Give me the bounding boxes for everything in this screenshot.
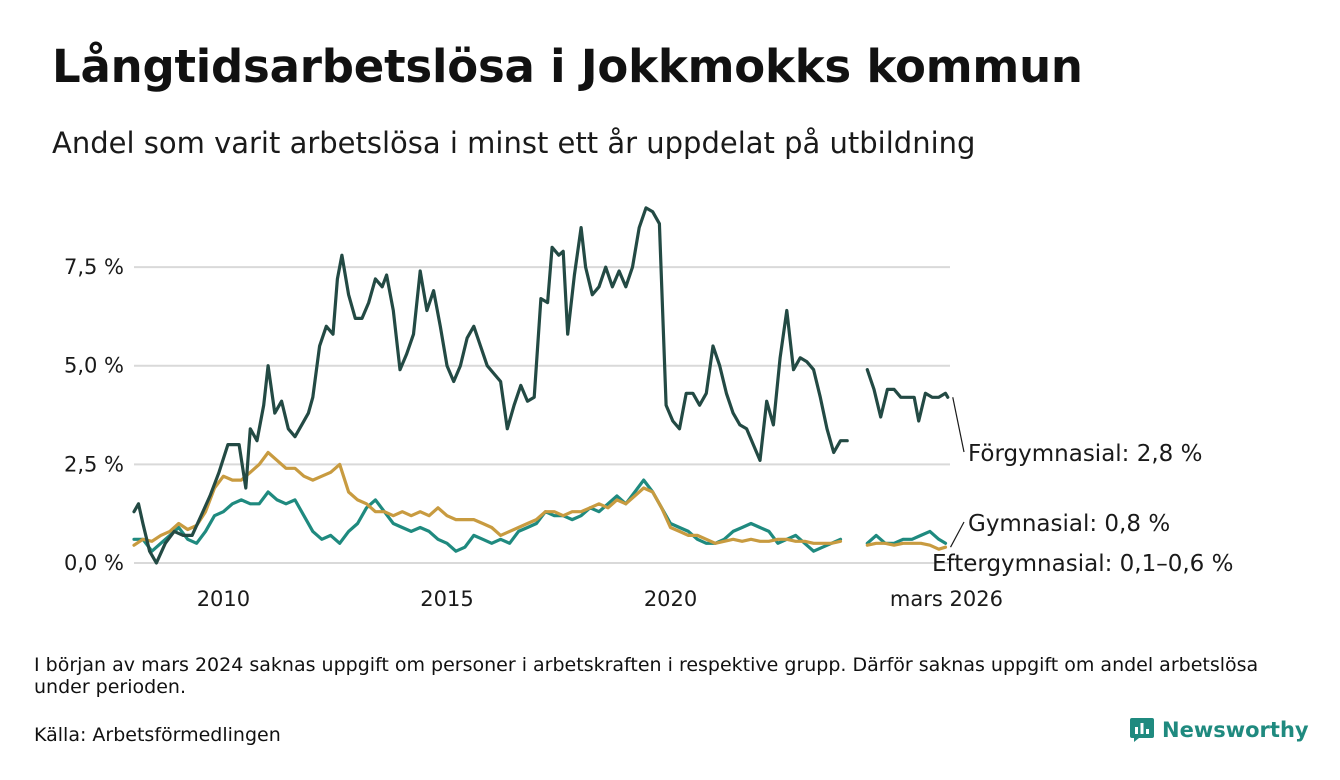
series-label-eftergymnasial: Eftergymnasial: 0,1–0,6 % bbox=[932, 551, 1233, 577]
y-tick-label: 7,5 % bbox=[64, 255, 124, 279]
line-chart: 2010 2015 2020 mars 2026 0,0 % 2,5 % 5,0 % 7,5… bbox=[64, 206, 1233, 611]
x-tick-label: mars 2026 bbox=[890, 587, 1003, 611]
x-axis: 2010 2015 2020 mars 2026 bbox=[197, 587, 1003, 611]
x-tick-label: 2010 bbox=[197, 587, 250, 611]
series-lines bbox=[132, 206, 950, 565]
x-tick-label: 2020 bbox=[644, 587, 697, 611]
source-text: Källa: Arbetsförmedlingen bbox=[34, 724, 281, 746]
newsworthy-logo[interactable]: Newsworthy bbox=[1130, 718, 1309, 742]
series-line-eftergymnasial bbox=[132, 478, 843, 553]
series-label-förgymnasial: Förgymnasial: 2,8 % bbox=[968, 441, 1202, 467]
y-tick-label: 0,0 % bbox=[64, 551, 124, 575]
y-tick-label: 5,0 % bbox=[64, 354, 124, 378]
gridlines bbox=[134, 266, 950, 564]
series-line-eftergymnasial bbox=[865, 529, 948, 545]
series-line-förgymnasial bbox=[865, 368, 950, 423]
chart-subtitle: Andel som varit arbetslösa i minst ett å… bbox=[52, 126, 976, 160]
label-leader-line bbox=[952, 397, 965, 453]
series-line-gymnasial bbox=[132, 450, 843, 547]
y-axis: 0,0 % 2,5 % 5,0 % 7,5 % bbox=[64, 255, 124, 575]
chart-title: Långtidsarbetslösa i Jokkmokks kommun bbox=[52, 40, 1083, 93]
series-labels: Förgymnasial: 2,8 % Gymnasial: 0,8 % Efter… bbox=[932, 397, 1233, 577]
series-label-gymnasial: Gymnasial: 0,8 % bbox=[968, 511, 1170, 537]
label-leader-line bbox=[949, 521, 965, 548]
series-line-förgymnasial bbox=[132, 206, 849, 565]
brand-name: Newsworthy bbox=[1162, 718, 1309, 742]
newsworthy-chart-icon bbox=[1130, 718, 1154, 742]
series-line-gymnasial bbox=[865, 541, 948, 551]
y-tick-label: 2,5 % bbox=[64, 452, 124, 476]
x-tick-label: 2015 bbox=[420, 587, 473, 611]
footnote: I början av mars 2024 saknas uppgift om … bbox=[34, 654, 1259, 698]
